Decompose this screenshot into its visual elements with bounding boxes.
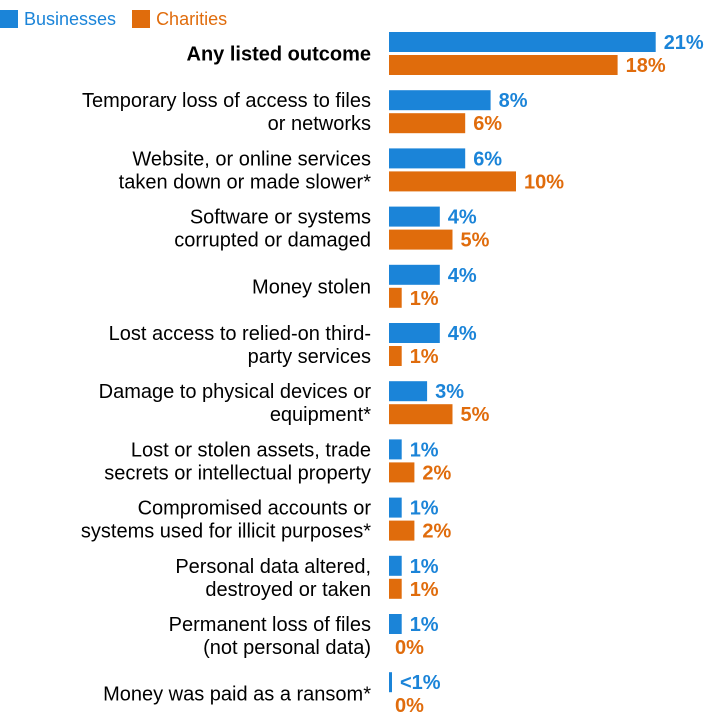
category-label-line: secrets or intellectual property <box>104 462 371 484</box>
data-label-charities: 18% <box>626 55 666 77</box>
category-label-line: party services <box>248 346 371 368</box>
data-label-charities: 6% <box>473 113 502 135</box>
data-label-charities: 1% <box>410 288 439 310</box>
data-label-charities: 5% <box>461 404 490 426</box>
category-label-line: taken down or made slower* <box>119 171 372 193</box>
legend-swatch-charities <box>132 10 151 28</box>
bar-businesses <box>389 148 466 169</box>
bar-charities <box>389 287 402 308</box>
category-label: Permanent loss of files (not personal dat… <box>169 614 371 659</box>
bar-businesses <box>389 672 392 693</box>
bar-businesses <box>389 381 428 402</box>
category-label: Damage to physical devices or equipment* <box>99 381 372 426</box>
data-label-businesses: 4% <box>448 207 477 229</box>
bar-businesses <box>389 32 656 52</box>
category-label-line: destroyed or taken <box>205 579 371 601</box>
bar-charities <box>389 55 618 75</box>
legend-swatch-businesses <box>0 10 18 28</box>
bar-charities <box>389 520 415 541</box>
bar-businesses <box>389 439 402 460</box>
category-label: Compromised accounts or systems used for … <box>81 498 371 543</box>
category-label: Lost access to relied-on third-party ser… <box>109 323 371 368</box>
category-label-line: equipment* <box>270 404 371 426</box>
bar-businesses <box>389 614 402 634</box>
data-label-businesses: 1% <box>410 498 439 520</box>
data-label-charities: 1% <box>410 346 439 368</box>
category-label-line: Permanent loss of files <box>169 614 371 636</box>
category-label-line: Any listed outcome <box>187 44 371 66</box>
data-label-charities: 1% <box>410 579 439 601</box>
category-label-line: Compromised accounts or <box>138 498 372 520</box>
data-label-charities: 10% <box>524 171 564 193</box>
legend-item-businesses: Businesses <box>0 9 116 30</box>
category-label-line: corrupted or damaged <box>174 230 371 252</box>
category-label-line: Personal data altered, <box>175 556 371 578</box>
data-label-charities: 2% <box>422 462 451 484</box>
category-label: Money was paid as a ransom* <box>103 684 371 706</box>
category-label-line: Lost access to relied-on third- <box>109 323 371 345</box>
bar-businesses <box>389 90 491 111</box>
bar-charities <box>389 171 516 192</box>
bar-businesses <box>389 206 440 227</box>
category-label-line: (not personal data) <box>203 637 371 659</box>
data-label-charities: 2% <box>422 521 451 543</box>
bar-charities <box>389 462 415 483</box>
data-label-businesses: <1% <box>400 672 441 694</box>
legend-label-businesses: Businesses <box>24 8 117 29</box>
data-label-businesses: 21% <box>664 32 704 54</box>
bar-businesses <box>389 264 440 285</box>
data-label-charities: 0% <box>395 637 424 659</box>
data-label-businesses: 4% <box>448 265 477 287</box>
data-label-businesses: 6% <box>473 148 502 170</box>
bar-charities <box>389 578 402 599</box>
category-label-line: Temporary loss of access to files <box>82 90 371 112</box>
category-label-line: Software or systems <box>190 207 371 229</box>
category-label-line: Website, or online services <box>132 148 371 170</box>
category-label: Temporary loss of access to files or netw… <box>82 90 371 135</box>
bar-businesses <box>389 555 402 576</box>
data-label-businesses: 1% <box>410 439 439 461</box>
legend: Businesses Charities <box>0 6 243 32</box>
category-label: Personal data altered, destroyed or taken <box>175 556 371 601</box>
category-label-line: Lost or stolen assets, trade <box>131 439 371 461</box>
data-label-businesses: 8% <box>499 90 528 112</box>
category-label-line: Money stolen <box>252 276 371 298</box>
legend-label-charities: Charities <box>156 8 228 29</box>
data-label-businesses: 3% <box>435 381 464 403</box>
category-label: Any listed outcome <box>187 44 371 66</box>
bar-charities <box>389 346 402 366</box>
bar-businesses <box>389 497 402 518</box>
data-label-businesses: 1% <box>410 614 439 636</box>
bar-businesses <box>389 323 440 343</box>
data-label-charities: 0% <box>395 695 424 717</box>
category-label: Software or systems corrupted or damaged <box>174 207 371 252</box>
bar-charities <box>389 113 466 134</box>
category-label: Website, or online services taken down or… <box>119 148 372 193</box>
data-label-businesses: 1% <box>410 556 439 578</box>
category-label-line: Damage to physical devices or <box>99 381 372 403</box>
category-label-line: or networks <box>268 113 371 135</box>
category-label: Lost or stolen assets, trade secrets or i… <box>104 439 371 484</box>
legend-item-charities: Charities <box>132 9 227 30</box>
category-label-line: Money was paid as a ransom* <box>103 684 371 706</box>
data-label-charities: 5% <box>461 230 490 252</box>
category-label-line: systems used for illicit purposes* <box>81 521 371 543</box>
bar-charities <box>389 404 453 425</box>
data-label-businesses: 4% <box>448 323 477 345</box>
bar-charities <box>389 229 453 250</box>
category-label: Money stolen <box>252 276 371 298</box>
